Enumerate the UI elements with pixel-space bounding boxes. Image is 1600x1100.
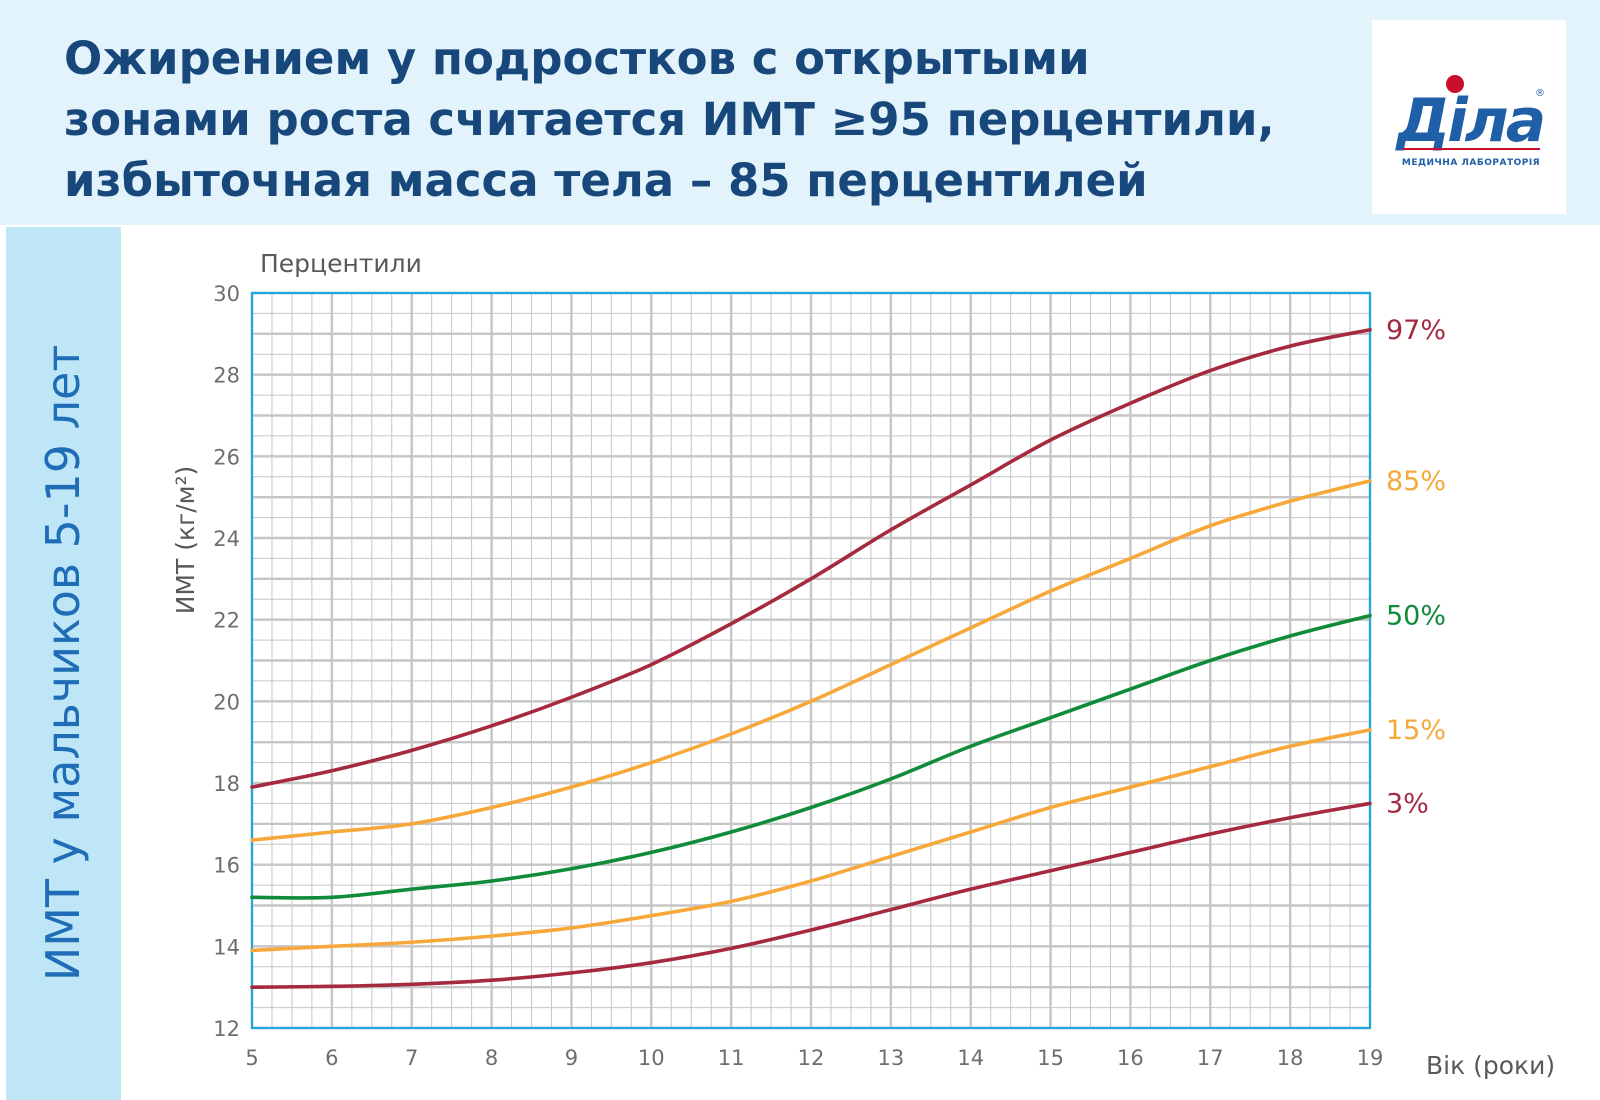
y-tick-label: 18 — [213, 772, 240, 796]
header-banner: Ожирением у подростков с открытыми зонам… — [0, 0, 1600, 225]
x-tick-label: 19 — [1357, 1046, 1384, 1070]
x-tick-label: 11 — [718, 1046, 745, 1070]
percentile-curves — [250, 327, 1372, 989]
x-axis-ticks: 5 6 7 8 9 10 11 12 13 14 15 16 17 18 19 — [245, 1046, 1383, 1070]
logo-red-dot — [1446, 75, 1464, 93]
y-tick-label: 28 — [213, 364, 240, 388]
page-title: Ожирением у подростков с открытыми зонам… — [64, 28, 1344, 211]
y-axis-title: ИМТ (кг/м²) — [171, 466, 200, 615]
percentile-curve — [250, 327, 1372, 789]
x-tick-label: 7 — [405, 1046, 418, 1070]
x-tick-label: 18 — [1277, 1046, 1304, 1070]
percentile-curve — [250, 728, 1372, 953]
x-tick-label: 12 — [798, 1046, 825, 1070]
y-axis-ticks: 12 14 16 18 20 22 24 26 28 30 — [213, 282, 240, 1041]
plot-frame — [250, 291, 1372, 1030]
x-tick-label: 16 — [1117, 1046, 1144, 1070]
dila-logo: Діла ® МЕДИЧНА ЛАБОРАТОРІЯ — [1372, 20, 1566, 214]
y-tick-label: 12 — [213, 1017, 240, 1041]
title-line: Ожирением у подростков с открытыми — [64, 32, 1090, 85]
title-line: избыточная масса тела – 85 перцентилей — [64, 154, 1148, 207]
series-label: 50% — [1386, 601, 1446, 632]
logo-registered-mark: ® — [1535, 88, 1545, 99]
y-tick-label: 24 — [213, 527, 240, 551]
series-labels: 97% 85% 50% 15% 3% — [1386, 315, 1446, 820]
y-tick-label: 22 — [213, 609, 240, 633]
percentile-curve — [250, 479, 1372, 842]
series-label: 3% — [1386, 788, 1429, 819]
y-tick-label: 26 — [213, 445, 240, 469]
x-tick-label: 15 — [1037, 1046, 1064, 1070]
x-tick-label: 10 — [638, 1046, 665, 1070]
series-label: 15% — [1386, 715, 1446, 746]
x-axis-title: Вік (роки) — [1426, 1051, 1555, 1080]
x-tick-label: 6 — [325, 1046, 338, 1070]
percentile-curve — [250, 613, 1372, 900]
y-tick-label: 20 — [213, 690, 240, 714]
y-tick-label: 30 — [213, 282, 240, 306]
percentile-heading: Перцентили — [260, 249, 422, 278]
percentile-curve — [250, 801, 1372, 989]
y-tick-label: 16 — [213, 854, 240, 878]
x-tick-label: 17 — [1197, 1046, 1224, 1070]
y-tick-label: 14 — [213, 935, 240, 959]
title-line: зонами роста считается ИМТ ≥95 перцентил… — [64, 93, 1275, 146]
x-tick-label: 13 — [877, 1046, 904, 1070]
x-tick-label: 14 — [957, 1046, 984, 1070]
side-band — [6, 227, 121, 1100]
series-label: 97% — [1386, 315, 1446, 346]
logo-tagline: МЕДИЧНА ЛАБОРАТОРІЯ — [1402, 158, 1540, 168]
logo-underline — [1402, 148, 1540, 150]
x-tick-label: 9 — [565, 1046, 578, 1070]
x-tick-label: 5 — [245, 1046, 258, 1070]
logo-wordmark: Діла — [1395, 86, 1543, 156]
series-label: 85% — [1386, 466, 1446, 497]
x-tick-label: 8 — [485, 1046, 498, 1070]
major-grid — [250, 291, 1372, 1030]
